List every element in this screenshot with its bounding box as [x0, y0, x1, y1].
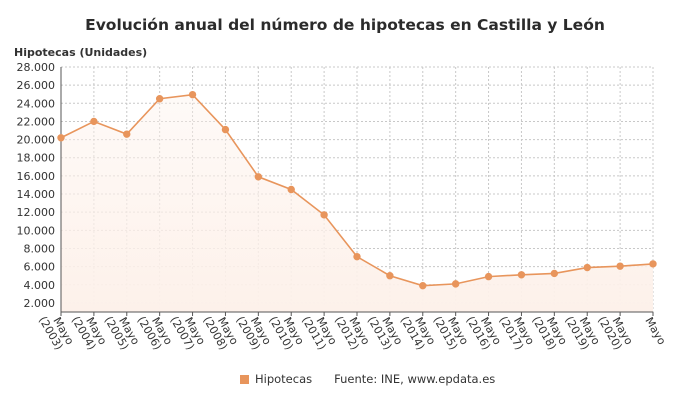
x-tick-label: Mayo(2008) — [200, 308, 241, 353]
x-tick-label: Mayo(2009) — [233, 308, 274, 353]
data-point — [484, 272, 493, 281]
y-tick-label: 8.000 — [24, 242, 56, 255]
legend-label: Hipotecas — [255, 372, 313, 386]
y-tick-label: 26.000 — [17, 79, 56, 92]
data-point — [221, 125, 230, 134]
x-tick-label: Mayo(2006) — [135, 308, 176, 353]
data-point — [57, 134, 65, 142]
data-point — [188, 90, 197, 99]
y-tick-label: 22.000 — [17, 115, 56, 128]
data-point — [550, 269, 559, 278]
legend: Hipotecas Fuente: INE, www.epdata.es — [240, 372, 495, 386]
y-tick-label: 20.000 — [17, 134, 56, 147]
y-tick-label: 16.000 — [17, 170, 56, 183]
x-tick-label: Mayo(2014) — [398, 308, 439, 353]
data-point — [123, 130, 131, 138]
y-tick-label: 2.000 — [24, 297, 56, 310]
data-point — [320, 211, 328, 219]
x-tick-label: Mayo — [642, 315, 668, 347]
x-tick-label: Mayo(2011) — [299, 308, 340, 353]
y-tick-label: 18.000 — [17, 152, 56, 165]
data-point — [287, 185, 295, 194]
x-tick-label: Mayo(2016) — [464, 308, 505, 353]
y-tick-label: 10.000 — [17, 224, 56, 237]
y-tick-label: 14.000 — [17, 188, 56, 201]
data-point — [616, 262, 624, 270]
x-tick-label: Mayo(2003) — [36, 308, 77, 353]
data-point — [90, 117, 98, 126]
data-point — [649, 260, 657, 268]
data-point — [353, 252, 361, 261]
data-point — [583, 263, 591, 272]
x-tick-label: Mayo(2019) — [562, 308, 603, 353]
points-layer — [57, 90, 657, 290]
chart-title: Evolución anual del número de hipotecas … — [85, 16, 605, 34]
y-tick-label: 24.000 — [17, 97, 56, 110]
y-tick-label: 12.000 — [17, 206, 56, 219]
y-tick-label: 28.000 — [17, 61, 56, 74]
x-tick-label: Mayo(2020) — [595, 308, 636, 353]
x-tick-label: Mayo(2005) — [102, 308, 143, 353]
legend-swatch — [240, 374, 249, 384]
x-tick-label: Mayo(2013) — [365, 308, 406, 353]
data-point — [419, 281, 427, 290]
data-point — [451, 280, 460, 288]
x-tick-label: Mayo(2007) — [168, 308, 209, 353]
y-tick-label: 4.000 — [24, 279, 56, 292]
y-tick-label: 6.000 — [24, 261, 56, 274]
data-point — [155, 95, 164, 103]
data-point — [386, 272, 394, 280]
y-axis-label: Hipotecas (Unidades) — [14, 46, 147, 59]
x-tick-label: Mayo(2010) — [266, 308, 307, 353]
source-text: Fuente: INE, www.epdata.es — [334, 372, 496, 386]
x-tick-label: Mayo(2018) — [529, 308, 570, 353]
x-tick-label: Mayo(2012) — [332, 308, 373, 353]
x-tick-label: Mayo(2015) — [431, 308, 472, 353]
x-tick-label: Mayo(2004) — [69, 308, 110, 353]
data-point — [254, 173, 263, 181]
x-tick-label: Mayo(2017) — [496, 308, 537, 353]
series-area — [61, 94, 653, 312]
data-point — [517, 271, 526, 279]
